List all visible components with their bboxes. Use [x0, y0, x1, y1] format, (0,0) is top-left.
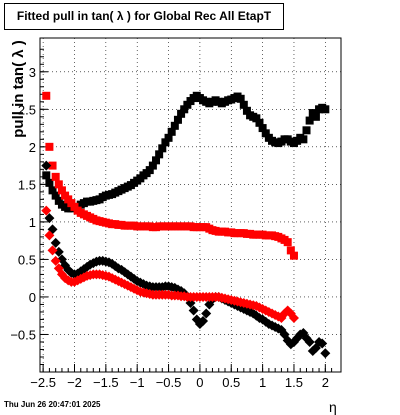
series-0-point [167, 127, 176, 136]
series-1-point [51, 172, 60, 181]
x-tick-label: 1 [259, 375, 266, 390]
x-tick-label: −1 [130, 375, 145, 390]
y-tick-label: 0 [29, 290, 36, 305]
series-1-point [286, 246, 295, 255]
series-2-point [41, 160, 52, 171]
series-0-point [51, 191, 60, 200]
series-3-point [47, 245, 58, 256]
series-0-point [158, 144, 167, 153]
y-tick-label: 2.5 [18, 102, 36, 117]
series-0-point [170, 121, 179, 130]
y-tick-label: 1.5 [18, 177, 36, 192]
series-2-point [198, 315, 209, 326]
y-tick-label: 2 [29, 140, 36, 155]
series-1-point [42, 91, 51, 100]
series-0-point [242, 106, 251, 115]
series-0-point [148, 161, 157, 170]
series-2-point [320, 348, 331, 359]
series-0-point [239, 100, 248, 109]
y-tick-label: 0.5 [18, 252, 36, 267]
series-0-point [48, 186, 57, 195]
timestamp: Thu Jun 26 20:47:01 2025 [4, 400, 101, 409]
series-2-point [188, 305, 199, 316]
series-1-point [57, 186, 66, 195]
series-0-point [145, 166, 154, 175]
x-tick-label: −0.5 [156, 375, 182, 390]
series-0-point [161, 138, 170, 147]
series-1-point [289, 251, 298, 260]
series-1-point [54, 180, 63, 189]
x-tick-label: 2 [322, 375, 329, 390]
chart-title: Fitted pull in tan( λ ) for Global Rec A… [4, 3, 284, 30]
series-0-point [42, 171, 51, 180]
series-2-point [50, 237, 61, 248]
series-3-point [288, 312, 299, 323]
series-0-point [173, 115, 182, 124]
series-0-point [252, 114, 261, 123]
series-0-point [261, 129, 270, 138]
series-1-point [48, 161, 57, 170]
series-2-point [201, 308, 212, 319]
y-tick-label: −0.5 [10, 327, 36, 342]
x-axis-label: η [329, 399, 337, 415]
series-3-point [41, 205, 52, 216]
series-0-point [236, 94, 245, 103]
series-2-point [122, 269, 133, 280]
x-tick-label: 0 [196, 375, 203, 390]
series-2-point [317, 338, 328, 349]
series-0-point [299, 135, 308, 144]
series-3-point [50, 255, 61, 266]
series-0-point [180, 105, 189, 114]
series-0-point [258, 124, 267, 133]
series-0-point [321, 105, 330, 114]
series-0-point [177, 109, 186, 118]
series-0-point [302, 126, 311, 135]
series-0-point [164, 133, 173, 142]
series-1-point [45, 142, 54, 151]
x-tick-label: −2.5 [30, 375, 56, 390]
y-axis-label: pull in tan( λ ) [10, 40, 27, 138]
x-tick-label: −2 [67, 375, 82, 390]
series-2-point [248, 308, 259, 319]
series-0-point [255, 118, 264, 127]
series-0-point [311, 112, 320, 121]
plot-frame [39, 37, 342, 373]
x-tick-label: 1.5 [285, 375, 303, 390]
series-0-point [155, 150, 164, 159]
x-tick-label: 0.5 [222, 375, 240, 390]
y-tick-label: 3 [29, 65, 36, 80]
y-tick-label: 1 [29, 215, 36, 230]
series-3-point [44, 230, 55, 241]
series-0-point [305, 116, 314, 125]
series-2-point [44, 213, 55, 224]
x-tick-label: −1.5 [93, 375, 119, 390]
series-1-point [283, 238, 292, 247]
series-0-point [152, 156, 161, 165]
series-0-point [45, 178, 54, 187]
series-2-point [304, 336, 315, 347]
